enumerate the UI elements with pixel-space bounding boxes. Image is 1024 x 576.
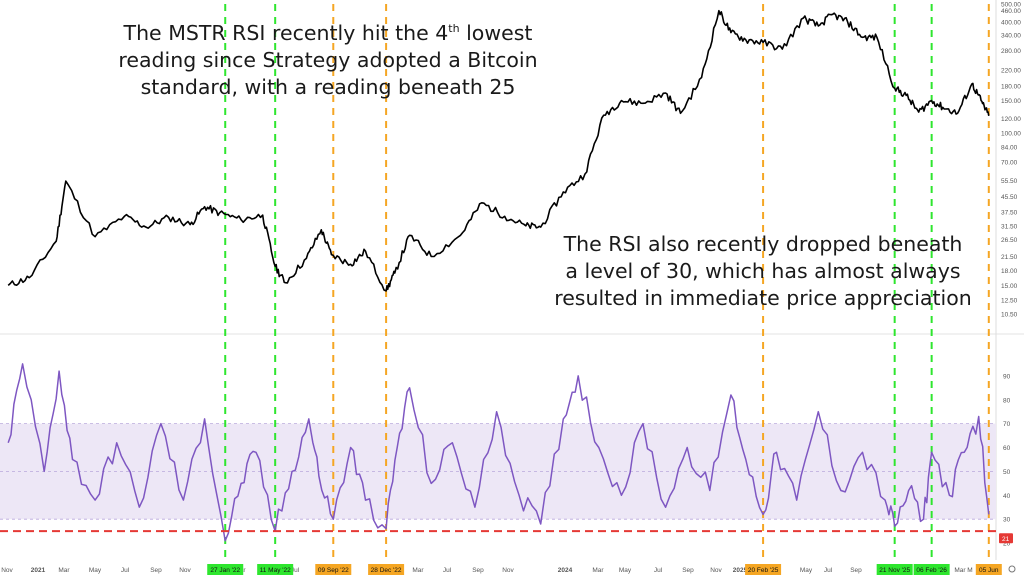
annotation-line: a level of 30, which has almost always [565, 259, 961, 283]
rsi-last-value-label: 21 [1002, 536, 1010, 543]
x-axis-label: Jul [121, 567, 130, 574]
price-tick-label: 180.00 [1001, 83, 1021, 90]
event-date-tag [876, 564, 913, 575]
event-date-label: 05 Jun [979, 567, 999, 574]
event-date-tag [315, 564, 352, 575]
x-axis-label: Nov [502, 567, 514, 574]
x-axis-label: May [89, 567, 102, 574]
price-tick-label: 500.00 [1001, 2, 1021, 9]
price-tick-label: 21.50 [1001, 254, 1018, 261]
x-axis-label: 2021 [31, 567, 46, 574]
annotation-line: The MSTR RSI recently hit the 4th lowest [123, 21, 533, 45]
price-tick-label: 55.50 [1001, 178, 1018, 185]
price-tick-label: 340.00 [1001, 32, 1021, 39]
rsi-tick-label: 40 [1003, 493, 1011, 500]
event-date-label: 27 Jan '22 [210, 567, 240, 574]
event-date-tag [257, 564, 294, 575]
rsi-30-annotation: The RSI also recently dropped beneath a … [548, 231, 978, 312]
price-tick-label: 15.00 [1001, 283, 1018, 290]
annotation-line: standard, with a reading beneath 25 [140, 75, 516, 99]
x-axis-label: Jul [824, 567, 833, 574]
x-axis-label: May [800, 567, 813, 574]
annotation-line: The RSI also recently dropped beneath [563, 232, 963, 256]
rsi-tick-label: 70 [1003, 421, 1011, 428]
event-date-label: 21 Nov '25 [879, 567, 910, 574]
rsi-tick-label: 30 [1003, 517, 1011, 524]
price-tick-label: 280.00 [1001, 48, 1021, 55]
rsi-last-value-badge [999, 533, 1013, 544]
rsi-tick-label: 80 [1003, 397, 1011, 404]
event-date-tag [368, 564, 405, 575]
x-axis-label: Jul [654, 567, 663, 574]
x-axis-label: Sep [150, 567, 162, 574]
price-tick-label: 45.50 [1001, 194, 1018, 201]
x-axis-label: Jul [443, 567, 452, 574]
rsi-line [7, 363, 990, 542]
price-tick-label: 18.00 [1001, 268, 1018, 275]
event-date-label: 11 May '22 [260, 567, 291, 574]
price-tick-label: 37.50 [1001, 209, 1018, 216]
rsi-tick-label: 60 [1003, 445, 1011, 452]
event-date-label: 20 Feb '25 [748, 567, 779, 574]
event-date-tag [207, 564, 244, 575]
price-tick-label: 460.00 [1001, 8, 1021, 15]
settings-icon [1008, 565, 1016, 573]
event-date-tag [975, 564, 1002, 575]
rsi-tick-label: 20 [1003, 541, 1011, 548]
rsi-tick-label: 90 [1003, 373, 1011, 380]
x-axis-label: Mar [592, 567, 604, 574]
price-tick-label: 12.50 [1001, 298, 1018, 305]
x-axis-label: Sep [850, 567, 862, 574]
price-tick-label: 26.50 [1001, 237, 1018, 244]
event-date-label: 09 Sep '22 [318, 567, 349, 574]
event-date-label: 06 Feb '26 [916, 567, 947, 574]
price-line [7, 9, 990, 292]
x-axis-label: May [619, 567, 632, 574]
x-axis-label: Mar [954, 567, 966, 574]
x-axis-label: Nov [1, 567, 13, 574]
price-tick-label: 70.00 [1001, 159, 1018, 166]
x-axis-label: Mar [58, 567, 70, 574]
event-date-label: 28 Dec '22 [371, 567, 402, 574]
x-axis-label: M [967, 567, 972, 574]
x-axis-label: Mar [412, 567, 424, 574]
price-tick-label: 150.00 [1001, 98, 1021, 105]
rsi-tick-label: 50 [1003, 469, 1011, 476]
price-tick-label: 400.00 [1001, 19, 1021, 26]
rsi-low-annotation: The MSTR RSI recently hit the 4th lowest… [108, 20, 548, 101]
x-axis-label: Sep [682, 567, 694, 574]
x-axis-label: 2024 [558, 567, 573, 574]
event-date-tag [745, 564, 782, 575]
price-tick-label: 100.00 [1001, 131, 1021, 138]
price-tick-label: 31.50 [1001, 223, 1018, 230]
x-axis-label: Sep [472, 567, 484, 574]
price-tick-label: 10.50 [1001, 312, 1018, 319]
event-date-tag [913, 564, 950, 575]
x-axis-label: Jul [291, 567, 300, 574]
x-axis-label: 2025 [733, 567, 748, 574]
x-axis-label: Nov [710, 567, 722, 574]
price-tick-label: 84.00 [1001, 145, 1018, 152]
price-tick-label: 220.00 [1001, 67, 1021, 74]
price-tick-label: 120.00 [1001, 116, 1021, 123]
x-axis-label: Nov [179, 567, 191, 574]
annotation-line: resulted in immediate price appreciation [554, 286, 972, 310]
annotation-line: reading since Strategy adopted a Bitcoin [118, 48, 538, 72]
